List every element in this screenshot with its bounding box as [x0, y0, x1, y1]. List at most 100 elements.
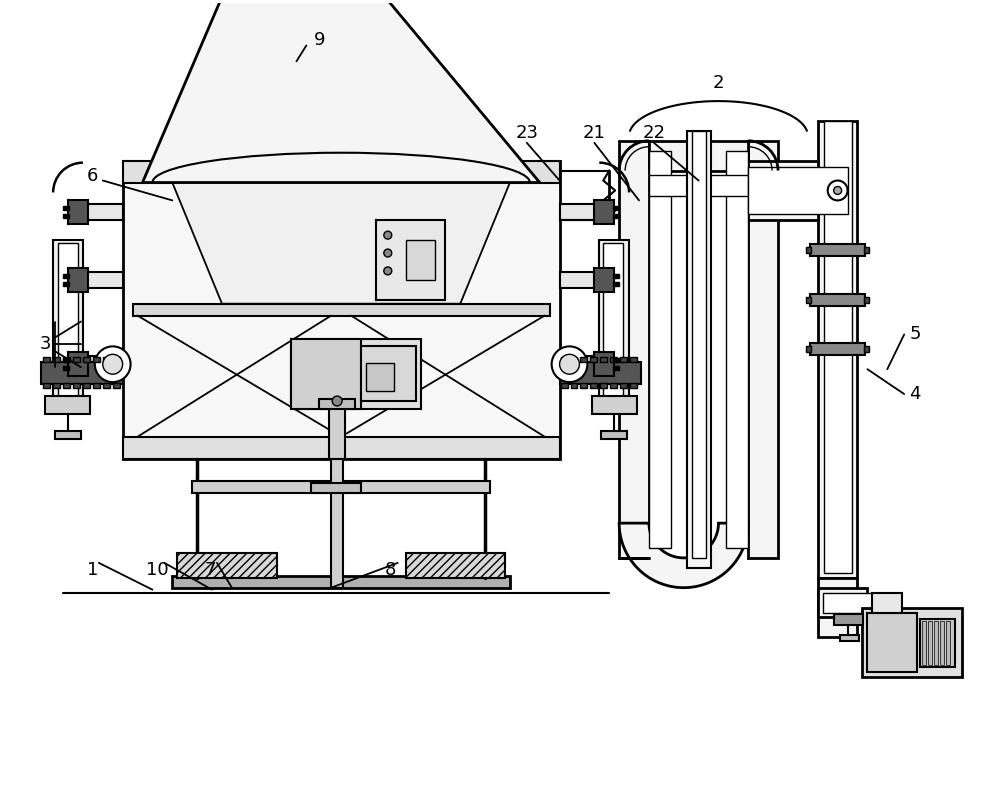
- Bar: [580, 383, 587, 388]
- Bar: [63, 358, 69, 362]
- Bar: [806, 347, 811, 352]
- Bar: [934, 622, 938, 665]
- Circle shape: [560, 354, 579, 374]
- Bar: [406, 553, 505, 578]
- Bar: [824, 121, 852, 573]
- Bar: [687, 131, 711, 568]
- Bar: [361, 347, 416, 401]
- Bar: [619, 141, 649, 558]
- Bar: [610, 357, 617, 362]
- Bar: [571, 383, 577, 388]
- Bar: [692, 131, 706, 558]
- Bar: [748, 141, 778, 558]
- Bar: [73, 357, 80, 362]
- Bar: [68, 201, 88, 225]
- Bar: [123, 161, 560, 459]
- Bar: [867, 613, 917, 672]
- Bar: [560, 272, 599, 288]
- Bar: [613, 214, 619, 218]
- Bar: [864, 296, 869, 303]
- Bar: [63, 357, 70, 362]
- Bar: [376, 221, 445, 300]
- Bar: [53, 240, 83, 399]
- Bar: [172, 576, 510, 588]
- Bar: [560, 356, 599, 372]
- Bar: [620, 357, 627, 362]
- Text: 9: 9: [314, 30, 325, 49]
- Bar: [613, 206, 619, 210]
- Bar: [599, 240, 629, 399]
- Polygon shape: [143, 0, 540, 182]
- Bar: [630, 357, 637, 362]
- Bar: [806, 296, 811, 303]
- Bar: [366, 364, 394, 391]
- Bar: [113, 383, 120, 388]
- Text: 1: 1: [87, 561, 99, 578]
- Bar: [63, 274, 69, 278]
- Text: 22: 22: [642, 124, 665, 142]
- Bar: [53, 357, 60, 362]
- Bar: [872, 593, 902, 613]
- Bar: [53, 383, 60, 388]
- Bar: [192, 482, 490, 493]
- Bar: [862, 607, 962, 677]
- Bar: [103, 383, 110, 388]
- Bar: [83, 205, 123, 221]
- Bar: [580, 357, 587, 362]
- Bar: [864, 347, 869, 352]
- Bar: [43, 383, 50, 388]
- Bar: [68, 268, 88, 292]
- Bar: [73, 383, 80, 388]
- Bar: [818, 121, 857, 578]
- Bar: [93, 357, 100, 362]
- Bar: [649, 174, 748, 197]
- Bar: [920, 619, 955, 667]
- Text: 4: 4: [909, 385, 921, 403]
- Bar: [41, 362, 123, 384]
- Bar: [63, 206, 69, 210]
- Bar: [590, 357, 597, 362]
- Bar: [571, 357, 577, 362]
- Bar: [818, 578, 857, 607]
- Bar: [43, 357, 50, 362]
- Circle shape: [384, 249, 392, 257]
- Bar: [818, 607, 857, 638]
- Bar: [810, 294, 865, 306]
- Text: 21: 21: [583, 124, 606, 142]
- Bar: [748, 161, 818, 221]
- Bar: [613, 282, 619, 286]
- Bar: [123, 161, 560, 182]
- Bar: [93, 383, 100, 388]
- Bar: [594, 201, 614, 225]
- Bar: [561, 383, 568, 388]
- Polygon shape: [172, 182, 510, 304]
- Bar: [560, 362, 641, 384]
- Bar: [55, 431, 81, 439]
- Bar: [319, 399, 355, 409]
- Bar: [864, 247, 869, 253]
- Bar: [613, 366, 619, 370]
- Bar: [561, 357, 568, 362]
- Bar: [83, 356, 123, 372]
- Text: 5: 5: [909, 325, 921, 344]
- Bar: [311, 483, 361, 493]
- Bar: [45, 396, 90, 414]
- Bar: [113, 357, 120, 362]
- Circle shape: [384, 231, 392, 239]
- Text: 10: 10: [146, 561, 169, 578]
- Bar: [748, 167, 848, 214]
- Circle shape: [552, 347, 587, 382]
- Bar: [922, 622, 926, 665]
- Bar: [331, 459, 343, 588]
- Bar: [810, 244, 865, 256]
- Bar: [806, 247, 811, 253]
- Bar: [63, 214, 69, 218]
- Bar: [68, 352, 88, 376]
- Bar: [610, 383, 617, 388]
- Bar: [823, 593, 872, 613]
- Bar: [600, 383, 607, 388]
- Bar: [406, 240, 435, 280]
- Bar: [810, 344, 865, 356]
- Bar: [649, 151, 671, 548]
- Bar: [83, 272, 123, 288]
